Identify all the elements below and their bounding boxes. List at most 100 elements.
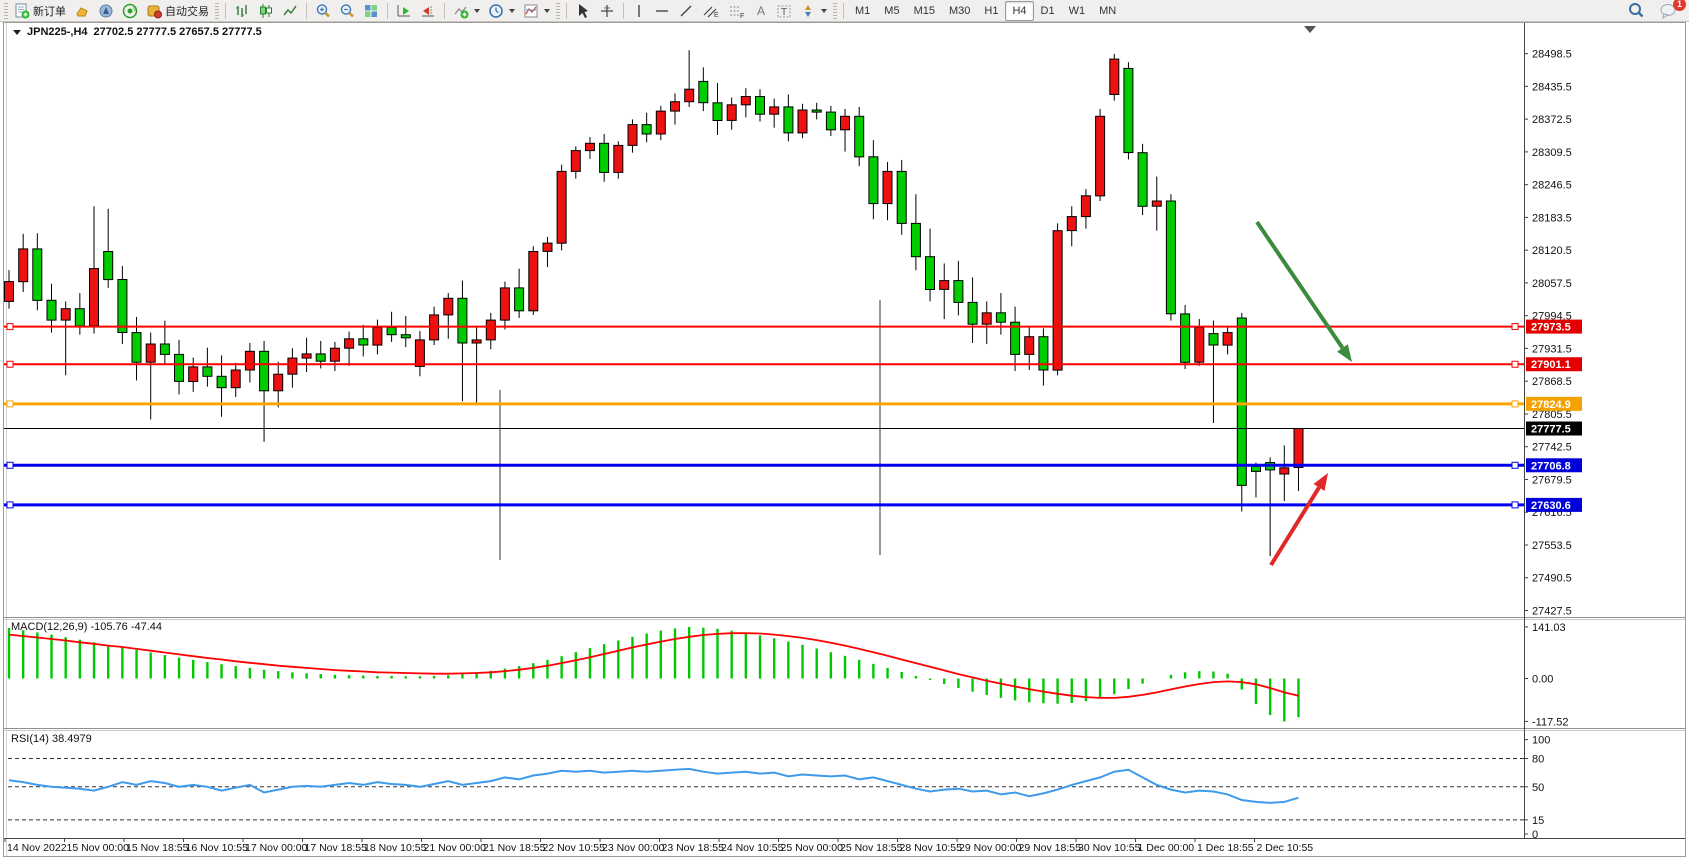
text-label-button[interactable]: T xyxy=(772,1,796,21)
timeframe-button-mn[interactable]: MN xyxy=(1092,1,1123,21)
candlestick-chart-button[interactable] xyxy=(254,1,278,21)
candle-body xyxy=(755,96,765,115)
horizontal-line-button[interactable] xyxy=(650,1,674,21)
candle-body xyxy=(18,248,29,283)
cursor-button[interactable] xyxy=(571,1,595,21)
candle-body xyxy=(244,350,255,371)
zoom-in-button[interactable] xyxy=(311,1,335,21)
arrows-tool-button[interactable] xyxy=(796,1,831,21)
toolbar: 新订单 自动交易 xyxy=(0,0,1689,22)
candle-body xyxy=(1194,326,1205,363)
timeframe-button-m30[interactable]: M30 xyxy=(942,1,977,21)
candle-body xyxy=(1080,195,1091,218)
timeframe-button-h1[interactable]: H1 xyxy=(977,1,1005,21)
candle-body xyxy=(925,256,935,291)
candle-body xyxy=(1251,465,1261,472)
candle-body xyxy=(499,287,510,321)
candle-body xyxy=(1151,200,1162,207)
svg-text:15 Nov 00:00: 15 Nov 00:00 xyxy=(67,842,130,854)
red-up-arrow xyxy=(1269,486,1321,567)
trendline-button[interactable] xyxy=(674,1,698,21)
svg-text:22 Nov 10:55: 22 Nov 10:55 xyxy=(543,842,606,854)
autotrading-button[interactable]: 自动交易 xyxy=(142,1,213,21)
tile-windows-button[interactable] xyxy=(359,1,383,21)
dropdown-arrow-icon xyxy=(509,8,515,13)
candle-body xyxy=(60,308,71,321)
toolbar-group-zoom xyxy=(311,0,383,22)
candle-body xyxy=(896,170,907,224)
auto-scroll-button[interactable] xyxy=(392,1,416,21)
candle-body xyxy=(287,357,298,375)
candle-body xyxy=(712,102,723,122)
timeframe-button-m5[interactable]: M5 xyxy=(877,1,906,21)
svg-text:15 Nov 18:55: 15 Nov 18:55 xyxy=(126,842,189,854)
vertical-line-icon xyxy=(632,3,646,19)
equidistant-channel-button[interactable]: E xyxy=(698,1,724,21)
candle-body xyxy=(670,101,680,112)
search-button[interactable] xyxy=(1623,1,1649,21)
candle-body xyxy=(1066,216,1077,232)
horizontal-level-lines[interactable] xyxy=(4,323,1524,509)
market-watch-button[interactable] xyxy=(118,1,142,21)
text-button[interactable]: A xyxy=(750,1,772,21)
candle-body xyxy=(868,156,879,205)
fibonacci-button[interactable]: F xyxy=(724,1,750,21)
chart-shift-button[interactable] xyxy=(416,1,440,21)
candle-body xyxy=(854,115,865,158)
candle-body xyxy=(641,124,652,135)
toolbar-grip xyxy=(215,2,219,19)
chevron-down-icon[interactable] xyxy=(13,29,21,35)
svg-text:27805.5: 27805.5 xyxy=(1532,409,1572,421)
svg-text:18 Nov 10:55: 18 Nov 10:55 xyxy=(364,842,427,854)
crosshair-button[interactable] xyxy=(595,1,619,21)
chart-shift-marker[interactable] xyxy=(1304,26,1316,33)
candle-body xyxy=(627,124,638,146)
metaquotes-button[interactable] xyxy=(70,1,94,21)
templates-button[interactable] xyxy=(519,1,554,21)
dropdown-arrow-icon xyxy=(544,8,550,13)
timeframe-button-m15[interactable]: M15 xyxy=(907,1,942,21)
svg-text:25 Nov 18:55: 25 Nov 18:55 xyxy=(840,842,903,854)
timeframe-group: M1 M5 M15 M30 H1 H4 D1 W1 MN xyxy=(848,0,1123,22)
rsi-axis-ticks: 100 80 50 15 0 xyxy=(1524,735,1550,841)
pane-separators[interactable] xyxy=(4,617,1685,731)
indicators-button[interactable] xyxy=(449,1,484,21)
bar-chart-button[interactable] xyxy=(230,1,254,21)
candle-body xyxy=(1180,313,1191,363)
svg-text:80: 80 xyxy=(1532,753,1544,765)
new-order-label: 新订单 xyxy=(33,5,66,18)
candle-body xyxy=(1038,336,1049,371)
timeframe-button-h4[interactable]: H4 xyxy=(1005,0,1034,21)
metaeditor-button[interactable] xyxy=(94,1,118,21)
templates-icon xyxy=(523,3,539,19)
vertical-line-button[interactable] xyxy=(628,1,650,21)
toolbar-separator xyxy=(225,2,226,19)
timeframe-button-d1[interactable]: D1 xyxy=(1034,1,1062,21)
timeframe-button-w1[interactable]: W1 xyxy=(1062,1,1093,21)
line-chart-button[interactable] xyxy=(278,1,302,21)
search-icon xyxy=(1627,2,1645,20)
trend-arrows[interactable] xyxy=(1255,220,1352,567)
autotrading-icon xyxy=(146,3,162,19)
chart-symbol-label: JPN225-,H4 xyxy=(27,26,88,38)
svg-text:15: 15 xyxy=(1532,815,1544,827)
candle-body xyxy=(825,111,836,131)
stray-vertical-lines[interactable] xyxy=(499,300,881,560)
notification-badge: 1 xyxy=(1673,0,1686,11)
svg-text:28057.5: 28057.5 xyxy=(1532,278,1572,290)
chat-bubble-icon xyxy=(1659,2,1677,20)
notifications-button[interactable]: 1 xyxy=(1655,0,1686,21)
candle-body xyxy=(216,375,227,389)
zoom-out-button[interactable] xyxy=(335,1,359,21)
new-order-button[interactable]: 新订单 xyxy=(10,1,70,21)
toolbar-separator xyxy=(566,2,567,19)
periods-button[interactable] xyxy=(484,1,519,21)
timeframe-button-m1[interactable]: M1 xyxy=(848,1,877,21)
svg-text:23 Nov 18:55: 23 Nov 18:55 xyxy=(662,842,725,854)
candle-body xyxy=(882,170,893,205)
candle-body xyxy=(1137,152,1148,207)
candle-body xyxy=(1222,332,1233,346)
candle-body xyxy=(740,96,751,106)
dropdown-arrow-icon xyxy=(474,8,480,13)
